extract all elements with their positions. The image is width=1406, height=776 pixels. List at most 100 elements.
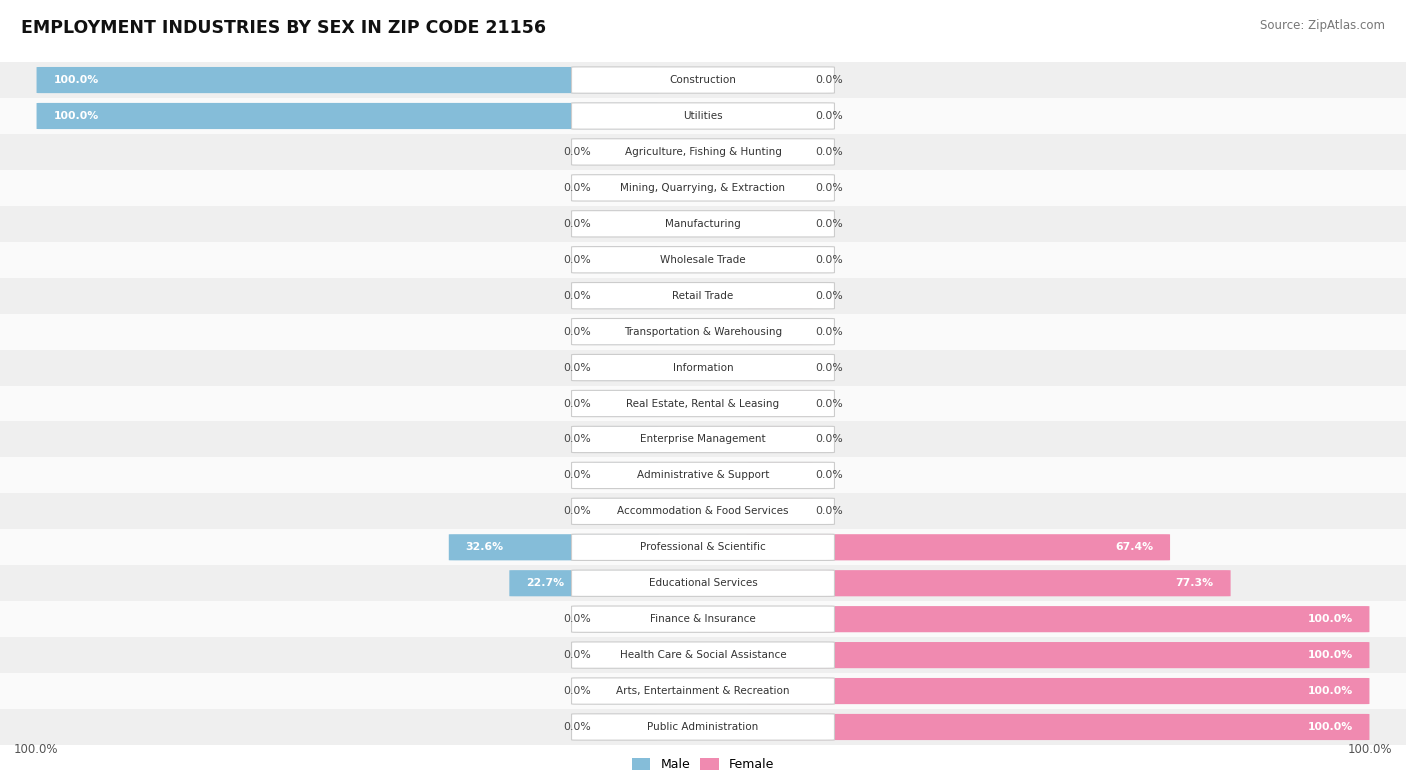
Text: 0.0%: 0.0% [815, 399, 844, 408]
Text: 0.0%: 0.0% [562, 435, 591, 445]
FancyBboxPatch shape [748, 139, 813, 165]
Text: 100.0%: 100.0% [14, 743, 59, 756]
Text: 100.0%: 100.0% [1308, 650, 1353, 660]
Bar [0, 242, 1406, 278]
Text: Wholesale Trade: Wholesale Trade [661, 255, 745, 265]
FancyBboxPatch shape [571, 318, 834, 345]
FancyBboxPatch shape [571, 139, 834, 165]
Text: Retail Trade: Retail Trade [672, 291, 734, 300]
Text: Enterprise Management: Enterprise Management [640, 435, 766, 445]
Text: 0.0%: 0.0% [815, 507, 844, 516]
FancyBboxPatch shape [593, 175, 658, 201]
FancyBboxPatch shape [747, 534, 1170, 560]
Bar [0, 62, 1406, 98]
Bar [0, 673, 1406, 709]
Text: 0.0%: 0.0% [562, 291, 591, 300]
FancyBboxPatch shape [571, 534, 834, 560]
Text: 0.0%: 0.0% [562, 255, 591, 265]
Text: 0.0%: 0.0% [815, 255, 844, 265]
Text: 100.0%: 100.0% [1347, 743, 1392, 756]
Text: 0.0%: 0.0% [815, 327, 844, 337]
Bar [0, 386, 1406, 421]
Text: 0.0%: 0.0% [562, 507, 591, 516]
FancyBboxPatch shape [593, 427, 658, 452]
FancyBboxPatch shape [571, 426, 834, 452]
FancyBboxPatch shape [571, 714, 834, 740]
Text: Professional & Scientific: Professional & Scientific [640, 542, 766, 553]
Text: Accommodation & Food Services: Accommodation & Food Services [617, 507, 789, 516]
Bar [0, 206, 1406, 242]
Bar [0, 314, 1406, 350]
Bar [0, 421, 1406, 457]
FancyBboxPatch shape [748, 247, 813, 273]
FancyBboxPatch shape [748, 462, 813, 488]
FancyBboxPatch shape [593, 678, 658, 704]
FancyBboxPatch shape [593, 247, 658, 273]
Text: 0.0%: 0.0% [562, 686, 591, 696]
Text: Information: Information [672, 362, 734, 372]
FancyBboxPatch shape [571, 355, 834, 381]
Text: 0.0%: 0.0% [562, 362, 591, 372]
FancyBboxPatch shape [571, 606, 834, 632]
FancyBboxPatch shape [747, 642, 1369, 668]
Text: Administrative & Support: Administrative & Support [637, 470, 769, 480]
Text: 0.0%: 0.0% [815, 147, 844, 157]
FancyBboxPatch shape [571, 210, 834, 237]
Bar [0, 637, 1406, 673]
Legend: Male, Female: Male, Female [627, 753, 779, 776]
Text: 0.0%: 0.0% [562, 327, 591, 337]
Bar [0, 457, 1406, 494]
FancyBboxPatch shape [747, 678, 1369, 704]
FancyBboxPatch shape [747, 606, 1369, 632]
Text: Utilities: Utilities [683, 111, 723, 121]
Text: 0.0%: 0.0% [815, 183, 844, 193]
Text: 77.3%: 77.3% [1175, 578, 1213, 588]
FancyBboxPatch shape [571, 175, 834, 201]
Text: 0.0%: 0.0% [815, 75, 844, 85]
Text: Agriculture, Fishing & Hunting: Agriculture, Fishing & Hunting [624, 147, 782, 157]
FancyBboxPatch shape [748, 67, 813, 93]
Text: Public Administration: Public Administration [647, 722, 759, 732]
Text: 0.0%: 0.0% [562, 470, 591, 480]
FancyBboxPatch shape [748, 390, 813, 417]
FancyBboxPatch shape [449, 534, 659, 560]
Text: 100.0%: 100.0% [1308, 686, 1353, 696]
Bar [0, 494, 1406, 529]
Text: 67.4%: 67.4% [1115, 542, 1153, 553]
Bar [0, 278, 1406, 314]
Bar [0, 565, 1406, 601]
FancyBboxPatch shape [593, 714, 658, 740]
Text: 22.7%: 22.7% [526, 578, 564, 588]
Text: Transportation & Warehousing: Transportation & Warehousing [624, 327, 782, 337]
Text: 0.0%: 0.0% [562, 722, 591, 732]
Text: 0.0%: 0.0% [562, 614, 591, 624]
FancyBboxPatch shape [593, 606, 658, 632]
FancyBboxPatch shape [747, 570, 1230, 596]
FancyBboxPatch shape [571, 462, 834, 489]
FancyBboxPatch shape [748, 427, 813, 452]
Text: 0.0%: 0.0% [815, 435, 844, 445]
FancyBboxPatch shape [593, 498, 658, 525]
FancyBboxPatch shape [593, 282, 658, 309]
FancyBboxPatch shape [571, 103, 834, 129]
Text: Source: ZipAtlas.com: Source: ZipAtlas.com [1260, 19, 1385, 33]
Text: Real Estate, Rental & Leasing: Real Estate, Rental & Leasing [627, 399, 779, 408]
Text: 0.0%: 0.0% [562, 650, 591, 660]
FancyBboxPatch shape [571, 570, 834, 597]
Text: 0.0%: 0.0% [815, 111, 844, 121]
Bar [0, 529, 1406, 565]
Bar [0, 134, 1406, 170]
FancyBboxPatch shape [593, 139, 658, 165]
Text: Finance & Insurance: Finance & Insurance [650, 614, 756, 624]
FancyBboxPatch shape [593, 390, 658, 417]
Text: 100.0%: 100.0% [1308, 614, 1353, 624]
FancyBboxPatch shape [571, 390, 834, 417]
Text: 0.0%: 0.0% [815, 362, 844, 372]
Text: 0.0%: 0.0% [562, 399, 591, 408]
FancyBboxPatch shape [571, 67, 834, 93]
FancyBboxPatch shape [509, 570, 659, 596]
FancyBboxPatch shape [37, 103, 659, 129]
FancyBboxPatch shape [37, 67, 659, 93]
Text: 0.0%: 0.0% [815, 219, 844, 229]
Text: 0.0%: 0.0% [562, 147, 591, 157]
